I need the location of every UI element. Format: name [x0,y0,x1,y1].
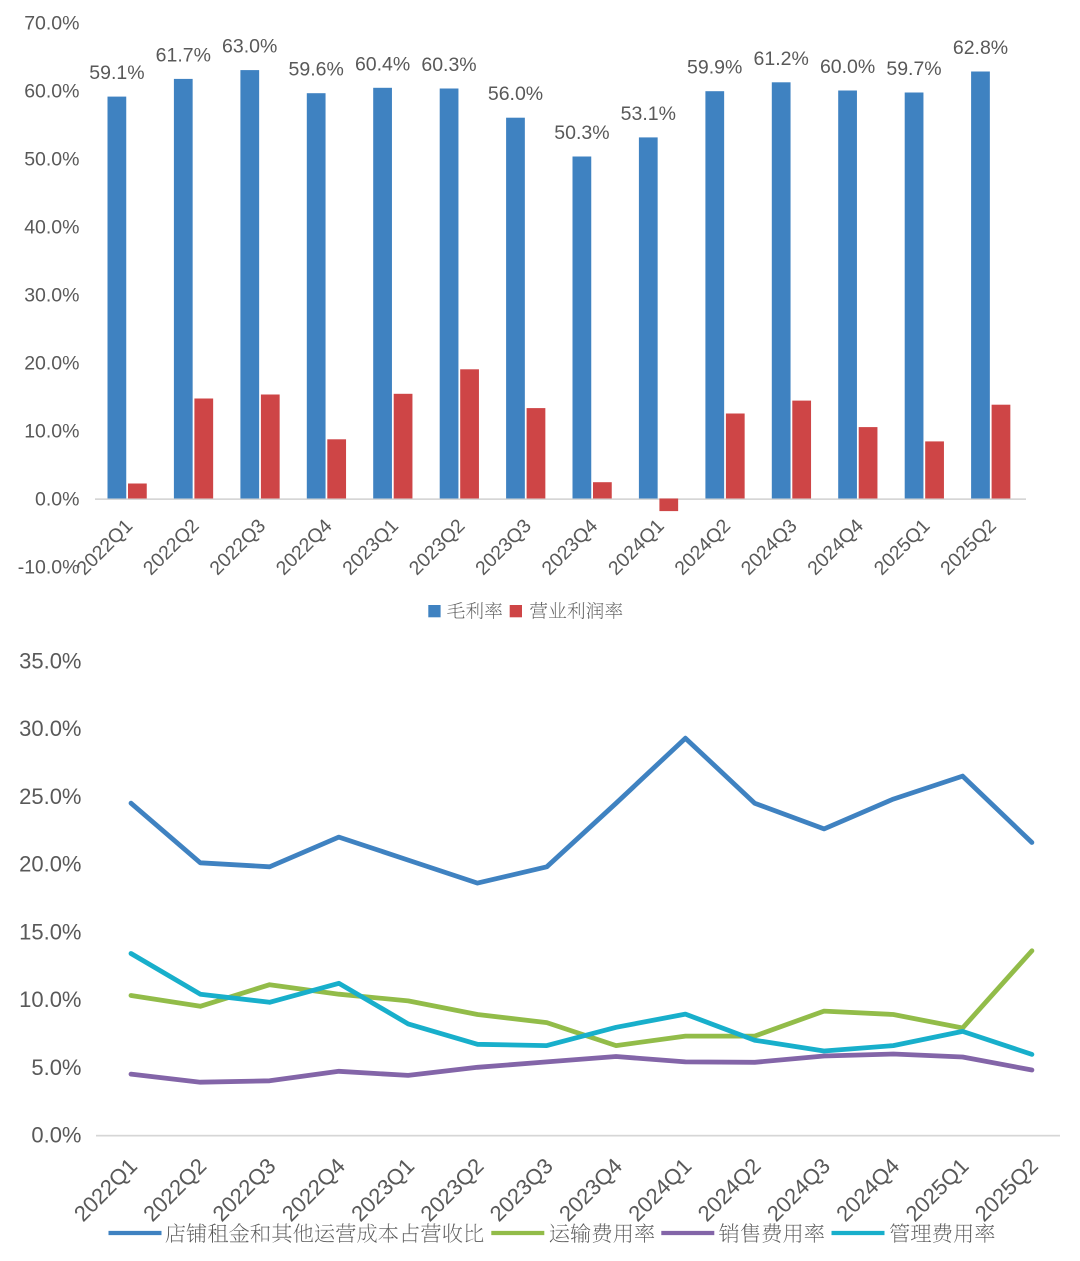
svg-text:25.0%: 25.0% [19,784,81,809]
svg-text:20.0%: 20.0% [24,353,79,375]
svg-text:59.6%: 59.6% [289,59,344,81]
svg-text:-10.0%: -10.0% [18,557,80,579]
svg-text:30.0%: 30.0% [24,285,79,307]
svg-text:35.0%: 35.0% [19,649,81,674]
svg-text:50.3%: 50.3% [554,122,609,144]
svg-text:10.0%: 10.0% [19,987,81,1012]
svg-text:56.0%: 56.0% [488,83,543,105]
svg-text:50.0%: 50.0% [24,149,79,171]
svg-text:30.0%: 30.0% [19,716,81,741]
svg-text:60.0%: 60.0% [820,56,875,78]
svg-text:60.3%: 60.3% [421,54,476,76]
svg-text:15.0%: 15.0% [19,919,81,944]
svg-text:20.0%: 20.0% [19,852,81,877]
svg-text:59.1%: 59.1% [89,62,144,84]
svg-text:62.8%: 62.8% [953,37,1008,59]
svg-text:60.4%: 60.4% [355,53,410,75]
svg-text:5.0%: 5.0% [31,1055,81,1080]
svg-text:70.0%: 70.0% [24,13,79,35]
svg-text:10.0%: 10.0% [24,421,79,443]
svg-text:61.7%: 61.7% [156,44,211,66]
svg-text:59.7%: 59.7% [886,58,941,80]
svg-text:53.1%: 53.1% [621,103,676,125]
svg-text:63.0%: 63.0% [222,36,277,58]
svg-text:0.0%: 0.0% [31,1123,81,1148]
svg-text:60.0%: 60.0% [24,81,79,103]
svg-text:40.0%: 40.0% [24,217,79,239]
svg-text:0.0%: 0.0% [35,489,79,511]
svg-text:59.9%: 59.9% [687,57,742,79]
svg-text:61.2%: 61.2% [754,48,809,70]
